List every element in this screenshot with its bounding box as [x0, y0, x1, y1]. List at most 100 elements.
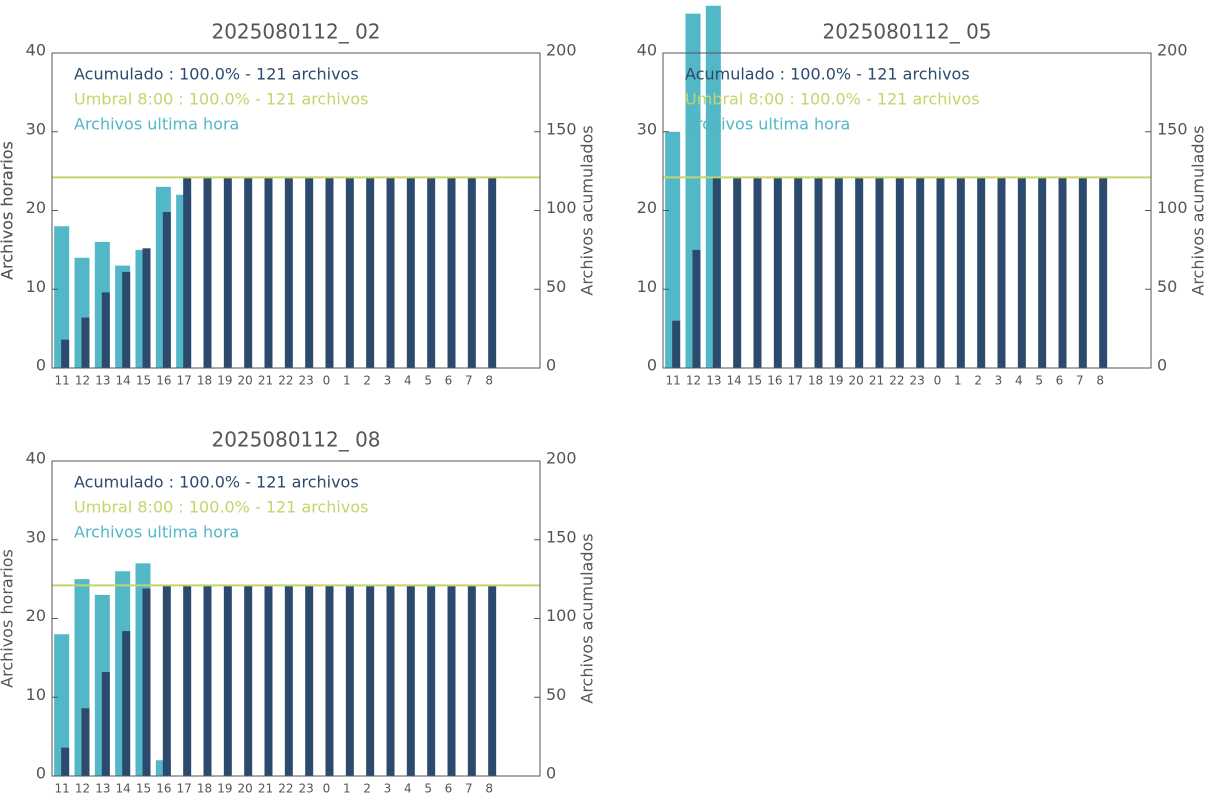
x-tick-label: 0: [323, 782, 331, 796]
y-tick-label: 0: [36, 356, 46, 375]
cumulative-bar: [875, 177, 884, 368]
cumulative-bar: [203, 177, 212, 368]
cumulative-bar: [467, 177, 476, 368]
x-tick-label: 11: [666, 374, 681, 388]
cumulative-bar: [977, 177, 986, 368]
y-tick-label: 30: [26, 119, 46, 138]
cumulative-bar: [997, 177, 1006, 368]
cumulative-bar: [733, 177, 742, 368]
cumulative-bar: [386, 177, 395, 368]
x-tick-label: 21: [258, 782, 273, 796]
cumulative-bar: [223, 177, 232, 368]
y-tick-label: 20: [26, 198, 46, 217]
y-tick-label: 10: [26, 277, 46, 296]
legend-text: Acumulado : 100.0% - 121 archivos: [74, 65, 359, 84]
y-axis-label: Archivos horarios: [0, 141, 17, 280]
x-tick-label: 6: [445, 782, 453, 796]
x-tick-label: 13: [706, 374, 721, 388]
y-tick-label: 30: [26, 527, 46, 546]
cumulative-bar: [305, 585, 314, 776]
cumulative-bar: [427, 177, 436, 368]
subplot-title: 2025080112_ 05: [822, 20, 991, 44]
x-tick-label: 16: [156, 782, 171, 796]
cumulative-bar: [386, 585, 395, 776]
x-tick-label: 15: [136, 374, 151, 388]
x-tick-label: 18: [197, 782, 212, 796]
cumulative-bar: [183, 177, 192, 368]
x-tick-label: 15: [136, 782, 151, 796]
x-tick-label: 19: [217, 782, 232, 796]
y-tick-label: 40: [26, 449, 46, 468]
cumulative-bar: [895, 177, 904, 368]
x-tick-label: 5: [1035, 374, 1043, 388]
y2-tick-label: 100: [546, 606, 577, 625]
y2-tick-label: 100: [1157, 198, 1188, 217]
x-tick-label: 18: [197, 374, 212, 388]
x-tick-label: 2: [363, 374, 371, 388]
x-tick-label: 0: [934, 374, 942, 388]
x-tick-label: 7: [465, 782, 473, 796]
x-tick-label: 22: [889, 374, 904, 388]
x-tick-label: 0: [323, 374, 331, 388]
y2-tick-label: 0: [546, 356, 556, 375]
x-tick-label: 7: [1076, 374, 1084, 388]
cumulative-bar: [936, 177, 945, 368]
legend-text: Acumulado : 100.0% - 121 archivos: [74, 473, 359, 492]
y2-tick-label: 50: [546, 277, 566, 296]
cumulative-bar: [203, 585, 212, 776]
cumulative-bar: [81, 317, 90, 368]
cumulative-bar: [427, 585, 436, 776]
y2-tick-label: 150: [1157, 119, 1188, 138]
y2-tick-label: 200: [1157, 41, 1188, 60]
x-tick-label: 21: [258, 374, 273, 388]
cumulative-bar: [406, 177, 415, 368]
cumulative-bar: [345, 585, 354, 776]
x-tick-label: 15: [747, 374, 762, 388]
cumulative-bar: [753, 177, 762, 368]
cumulative-bar: [488, 585, 497, 776]
cumulative-bar: [61, 747, 70, 776]
cumulative-bar: [1017, 177, 1026, 368]
legend-text: Umbral 8:00 : 100.0% - 121 archivos: [685, 90, 979, 109]
cumulative-bar: [305, 177, 314, 368]
x-tick-label: 17: [177, 782, 192, 796]
y-axis-label: Archivos horarios: [0, 141, 17, 280]
cumulative-bar: [264, 585, 273, 776]
x-tick-label: 14: [727, 374, 742, 388]
x-tick-label: 4: [404, 782, 412, 796]
cumulative-bar: [264, 177, 273, 368]
cumulative-bar: [325, 585, 334, 776]
y2-tick-label: 150: [546, 119, 577, 138]
y-tick-label: 20: [637, 198, 657, 217]
cumulative-bar: [244, 177, 253, 368]
cumulative-bar: [81, 708, 90, 776]
legend-text: Umbral 8:00 : 100.0% - 121 archivos: [74, 498, 368, 517]
x-tick-label: 5: [424, 782, 432, 796]
x-tick-label: 11: [55, 374, 70, 388]
cumulative-bar: [101, 672, 110, 776]
x-tick-label: 13: [95, 374, 110, 388]
x-tick-label: 20: [238, 374, 253, 388]
y-tick-label: 0: [647, 356, 657, 375]
legend-text: Archivos ultima hora: [74, 523, 239, 542]
y-tick-label: 20: [26, 606, 46, 625]
x-tick-label: 23: [299, 374, 314, 388]
x-tick-label: 13: [95, 782, 110, 796]
y2-axis-label: Archivos acumulados: [1189, 125, 1206, 295]
cumulative-bar: [916, 177, 925, 368]
cumulative-bar: [1038, 177, 1047, 368]
legend-text: Acumulado : 100.0% - 121 archivos: [685, 65, 970, 84]
legend-text: Umbral 8:00 : 100.0% - 121 archivos: [74, 90, 368, 109]
cumulative-bar: [447, 585, 456, 776]
x-tick-label: 12: [75, 782, 90, 796]
x-tick-label: 8: [485, 782, 493, 796]
cumulative-bar: [366, 585, 375, 776]
y2-axis-label: Archivos acumulados: [578, 533, 597, 703]
x-tick-label: 18: [808, 374, 823, 388]
x-tick-label: 23: [910, 374, 925, 388]
y-tick-label: 40: [637, 41, 657, 60]
